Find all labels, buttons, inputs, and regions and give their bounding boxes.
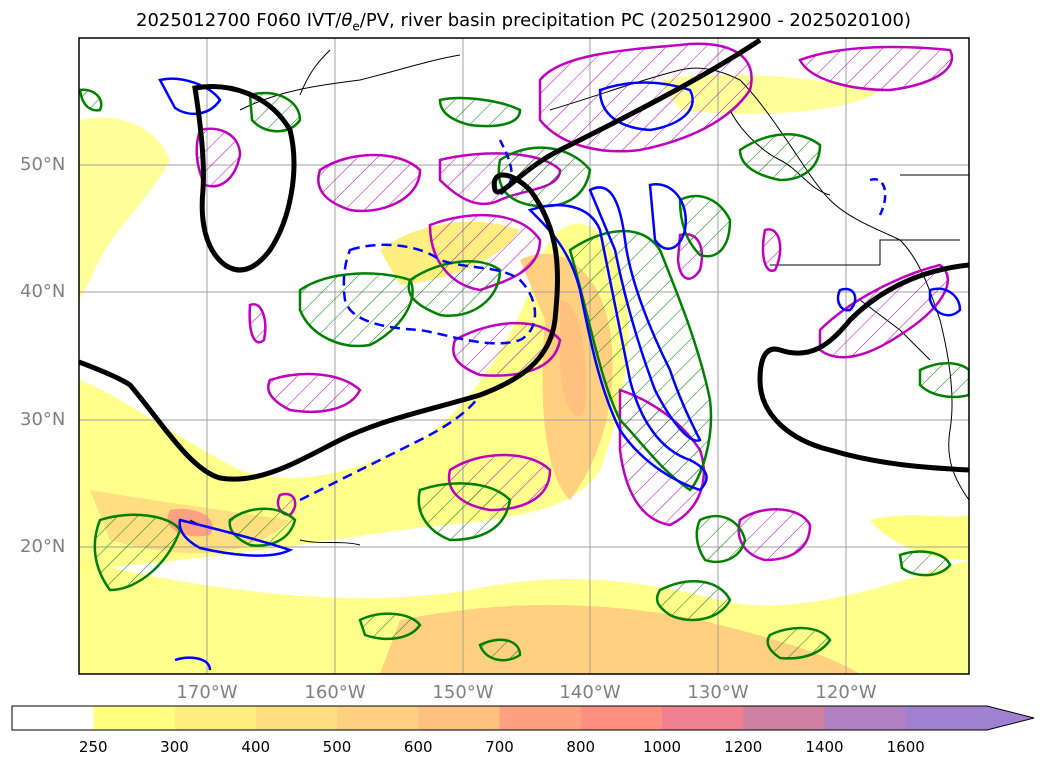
chart-title: 2025012700 F060 IVT/θe/PV, river basin p…: [136, 10, 911, 34]
colorbar-tick-label: 1400: [805, 738, 844, 756]
colorbar-cell: [12, 706, 94, 730]
colorbar-cell: [824, 706, 907, 730]
colorbar-cell: [905, 706, 988, 730]
colorbar-extend-arrow: [987, 706, 1034, 730]
colorbar-cell: [174, 706, 257, 730]
lon-label-150w: 150°W: [432, 682, 494, 703]
lat-label-40n: 40°N: [20, 281, 66, 302]
colorbar-tick-label: 800: [566, 738, 596, 756]
colorbar-cell: [255, 706, 338, 730]
colorbar-tick-label: 300: [160, 738, 189, 756]
lon-label-170w: 170°W: [176, 682, 238, 703]
lon-label-160w: 160°W: [304, 682, 366, 703]
lon-label-140w: 140°W: [559, 682, 621, 703]
lat-label-30n: 30°N: [20, 409, 66, 430]
colorbar-tick-label: 250: [78, 738, 108, 756]
colorbar-tick-label: 600: [403, 738, 433, 756]
colorbar-tick-label: 1000: [642, 738, 682, 756]
colorbar-cell: [418, 706, 500, 730]
colorbar-cell: [499, 706, 582, 730]
colorbar-cell: [662, 706, 744, 730]
colorbar-tick-label: 500: [322, 738, 352, 756]
lon-label-120w: 120°W: [815, 682, 877, 703]
colorbar-tick-label: 400: [241, 738, 271, 756]
map-frame: [78, 37, 970, 675]
colorbar-cell: [580, 706, 663, 730]
colorbar: [11, 705, 1035, 731]
lat-label-50n: 50°N: [20, 154, 66, 175]
colorbar-cell: [93, 706, 175, 730]
weather-map: [78, 37, 970, 675]
colorbar-tick-label: 1200: [724, 738, 763, 756]
theta-e-contours: [158, 77, 962, 671]
lat-label-20n: 20°N: [20, 536, 66, 557]
lon-label-130w: 130°W: [687, 682, 749, 703]
colorbar-cell: [337, 706, 419, 730]
colorbar-tick-label: 700: [485, 738, 514, 756]
colorbar-tick-label: 1600: [886, 738, 925, 756]
colorbar-cell: [743, 706, 825, 730]
pv-contours: [79, 38, 969, 482]
